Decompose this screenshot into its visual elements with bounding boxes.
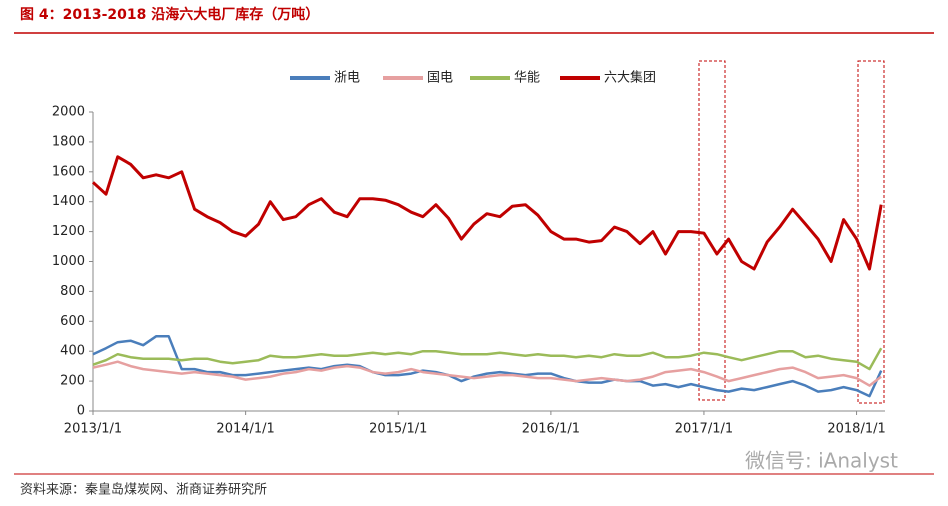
y-tick-label: 600	[60, 314, 85, 329]
y-tick-label: 1400	[52, 194, 85, 209]
series-line	[92, 360, 882, 387]
x-tick-label: 2014/1/1	[216, 422, 274, 437]
y-tick-label: 2000	[52, 105, 85, 120]
series-line	[92, 335, 883, 398]
legend-label: 六大集团	[604, 70, 656, 86]
source: 资料来源：秦皇岛煤炭网、浙商证券研究所	[20, 482, 267, 498]
y-tick-label: 1000	[52, 254, 85, 269]
x-tick-label: 2017/1/1	[675, 422, 733, 437]
highlight-box	[857, 60, 885, 404]
highlight-box	[698, 60, 726, 401]
y-tick-label: 1800	[52, 134, 85, 149]
x-tick-label: 2013/1/1	[64, 422, 122, 437]
watermark: 微信号: iAnalyst	[745, 449, 898, 473]
legend-label: 国电	[427, 71, 453, 86]
series-line	[91, 155, 883, 271]
legend-label: 华能	[514, 71, 540, 86]
y-tick-label: 1600	[52, 164, 85, 179]
series-line	[92, 347, 883, 371]
y-tick-label: 800	[60, 284, 85, 299]
y-tick-label: 200	[60, 374, 85, 389]
y-tick-label: 1200	[52, 224, 85, 239]
chart-title: 图 4：2013-2018 沿海六大电厂库存（万吨）	[20, 6, 319, 23]
x-tick-label: 2015/1/1	[369, 422, 427, 437]
x-tick-label: 2018/1/1	[827, 422, 885, 437]
y-tick-label: 400	[60, 344, 85, 359]
y-tick-label: 0	[77, 404, 85, 419]
legend-label: 浙电	[334, 71, 360, 86]
x-tick-label: 2016/1/1	[522, 422, 580, 437]
